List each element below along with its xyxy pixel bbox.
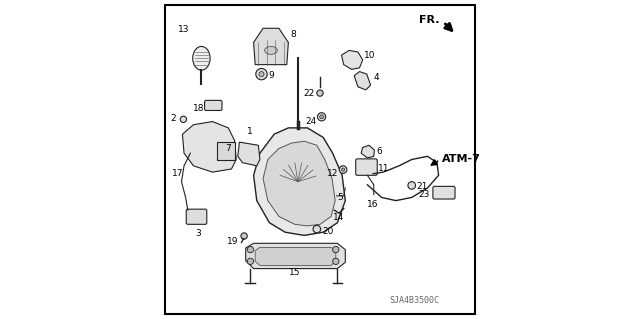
Text: ATM-7: ATM-7 [442,153,481,164]
Polygon shape [238,142,260,166]
Polygon shape [361,145,374,158]
Circle shape [408,182,415,189]
Text: 6: 6 [376,147,382,156]
Text: 16: 16 [367,200,379,209]
Polygon shape [246,243,346,269]
Circle shape [256,69,267,80]
Text: 8: 8 [290,30,296,39]
Text: 17: 17 [172,169,184,178]
Circle shape [313,225,321,233]
Circle shape [317,90,323,96]
Polygon shape [182,122,236,172]
Text: 4: 4 [373,73,379,82]
Circle shape [180,116,186,122]
Polygon shape [263,141,335,226]
FancyBboxPatch shape [186,209,207,224]
Text: 19: 19 [227,237,239,246]
Ellipse shape [265,47,277,54]
Polygon shape [354,71,371,90]
Circle shape [247,258,253,264]
Polygon shape [253,28,289,65]
Text: FR.: FR. [419,15,440,26]
Circle shape [333,258,339,264]
Circle shape [339,166,347,174]
Text: 14: 14 [333,212,344,222]
Text: 11: 11 [378,164,389,173]
Bar [217,142,235,160]
Text: 1: 1 [247,127,253,136]
Circle shape [259,71,264,77]
Ellipse shape [193,47,210,70]
Text: 24: 24 [305,117,316,126]
Polygon shape [255,248,336,265]
Circle shape [247,247,253,253]
Text: 2: 2 [170,114,176,123]
Polygon shape [342,50,363,69]
Text: 20: 20 [323,227,334,236]
Text: 10: 10 [364,51,376,60]
Circle shape [333,247,339,253]
Text: 3: 3 [195,229,201,238]
Text: 13: 13 [179,25,190,34]
Circle shape [317,113,326,121]
Text: 23: 23 [419,190,430,199]
Text: 15: 15 [289,268,300,277]
Circle shape [241,233,247,239]
Text: 21: 21 [417,182,428,191]
FancyBboxPatch shape [433,186,455,199]
Text: 18: 18 [193,104,205,113]
Text: SJA4B3500C: SJA4B3500C [390,296,440,305]
Text: 5: 5 [337,193,343,202]
Circle shape [342,168,345,171]
Polygon shape [253,128,346,235]
Circle shape [320,115,323,119]
FancyBboxPatch shape [356,159,377,175]
Text: 22: 22 [303,89,314,98]
Text: 12: 12 [327,169,339,178]
Text: 9: 9 [269,71,275,80]
Text: 7: 7 [225,144,231,153]
FancyBboxPatch shape [205,100,222,110]
